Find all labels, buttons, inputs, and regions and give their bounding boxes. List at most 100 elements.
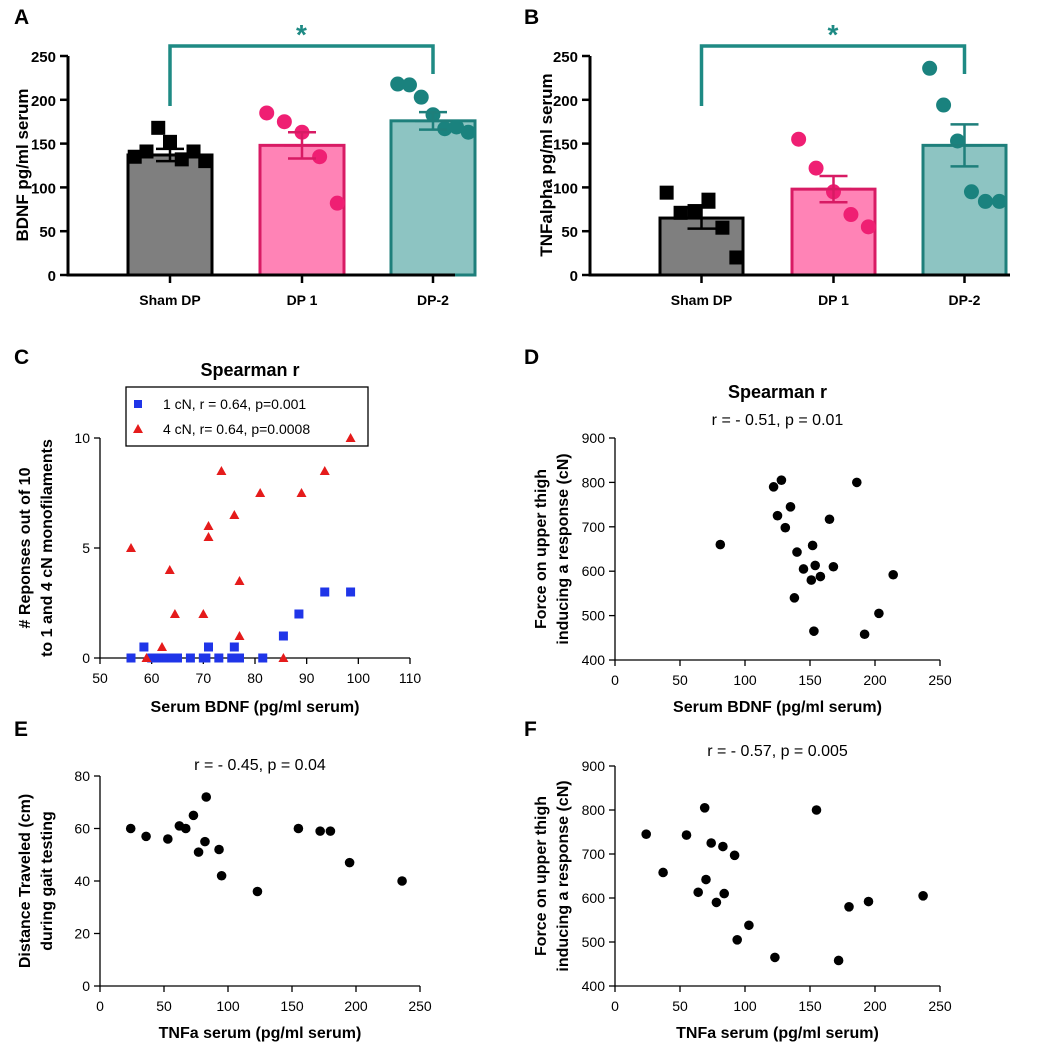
x-category-label: DP 1: [287, 292, 318, 308]
x-tick-label: 0: [611, 672, 619, 688]
panel-letter-e: E: [14, 718, 28, 741]
x-tick-label: 0: [611, 998, 619, 1014]
axis-lines: [99, 438, 410, 659]
data-point-circle: [828, 561, 839, 572]
legend-entry: 1 cN, r = 0.64, p=0.001: [163, 396, 306, 412]
data-point-square: [687, 204, 702, 219]
chart-d: 400 500 600 700 800 900 0 50 100 150 200 250 Serum B…: [582, 382, 952, 716]
data-point-circle: [991, 193, 1007, 209]
data-point-circle: [449, 119, 465, 135]
data-point-circle: [125, 823, 136, 834]
y-tick-label: 50: [39, 224, 56, 241]
data-point-circle: [401, 77, 417, 93]
y-axis-label-line: Force on upper thigh: [533, 796, 550, 956]
y-tick-label: 600: [582, 890, 606, 906]
data-point-circle: [963, 184, 979, 200]
data-point-triangle: [203, 521, 214, 530]
data-point-triangle: [198, 609, 209, 618]
data-point-circle: [791, 131, 807, 147]
chart-title: Spearman r: [200, 360, 299, 380]
y-axis-label-d: Force on upper thigh inducing a response …: [533, 453, 572, 644]
data-point-triangle: [345, 433, 356, 442]
significance-bracket: [168, 44, 435, 106]
data-point-circle: [824, 514, 835, 525]
data-point-circle: [918, 891, 928, 901]
y-axis-label-a: BDNF pg/ml serum: [13, 88, 32, 241]
data-point-triangle: [216, 466, 227, 475]
y-tick-label: 40: [74, 873, 90, 889]
bar-dp-1: [258, 143, 346, 277]
panel-letter-b: B: [524, 6, 539, 29]
x-tick-label: 50: [92, 670, 108, 686]
data-point-square: [659, 185, 674, 200]
data-point-circle: [693, 887, 703, 898]
data-point-square: [715, 220, 730, 235]
data-point-square: [346, 587, 356, 597]
legend: 1 cN, r = 0.64, p=0.001 4 cN, r= 0.64, p=…: [125, 386, 369, 447]
data-point-circle: [276, 114, 292, 130]
data-point-circle: [397, 876, 407, 886]
data-point-square: [294, 609, 304, 619]
x-category-label: DP-2: [949, 292, 981, 308]
data-point-circle: [977, 193, 993, 209]
data-point-circle: [807, 540, 818, 551]
data-point-circle: [888, 569, 898, 580]
data-point-triangle: [255, 488, 266, 497]
error-bar: [946, 123, 983, 168]
data-point-circle: [922, 60, 938, 76]
chart-a: * 0 50 100 150 200 250 Sham DP DP 1 DP-2: [31, 19, 477, 308]
data-point-circle: [701, 874, 711, 885]
x-tick-label: 100: [733, 998, 757, 1014]
data-point-circle: [732, 935, 742, 945]
y-tick-label: 0: [48, 268, 56, 285]
y-tick-label: 150: [31, 137, 56, 154]
data-point-circle: [809, 626, 819, 636]
y-tick-label: 800: [582, 474, 606, 490]
data-point-circle: [293, 823, 304, 834]
data-point-circle: [681, 830, 692, 840]
error-bar: [683, 206, 720, 230]
data-point-square: [235, 653, 244, 663]
data-point-circle: [312, 149, 328, 165]
x-tick-label: 250: [928, 672, 952, 688]
data-point-circle: [413, 89, 429, 105]
data-point-circle: [780, 522, 791, 533]
data-point-circle: [811, 805, 822, 815]
data-point-square: [278, 631, 288, 641]
error-bar: [415, 110, 451, 131]
bar-sham-dp: [126, 153, 214, 277]
data-point-circle: [729, 850, 740, 861]
y-tick-label: 100: [553, 180, 578, 197]
y-axis-label-line: Force on upper thigh: [533, 469, 550, 629]
data-point-circle: [772, 510, 783, 521]
x-axis-label: Serum BDNF (pg/ml serum): [151, 699, 360, 716]
data-point-circle: [815, 571, 826, 582]
chart-f: 400 500 600 700 800 900 0 50 100 150 200 250 TNFa se…: [582, 743, 952, 1042]
data-point-circle: [325, 826, 336, 836]
data-point-circle: [641, 829, 651, 839]
data-point-circle: [711, 897, 722, 908]
y-tick-label: 60: [74, 821, 90, 837]
data-point-square: [204, 642, 213, 652]
y-tick-label: 900: [582, 430, 606, 446]
y-tick-label: 0: [82, 650, 90, 666]
data-point-circle: [789, 593, 800, 603]
data-point-triangle: [141, 653, 152, 662]
data-point-circle: [180, 823, 191, 834]
x-tick-label: 50: [672, 998, 688, 1014]
legend-box: [125, 386, 369, 447]
panel-letter-d: D: [524, 346, 539, 369]
x-tick-label: 200: [863, 672, 887, 688]
data-point-circle: [770, 952, 780, 963]
data-point-circle: [715, 539, 726, 550]
panel-letter-a: A: [14, 6, 29, 29]
data-point-circle: [216, 870, 227, 881]
x-tick-label: 50: [672, 672, 688, 688]
data-point-circle: [718, 841, 728, 852]
data-point-triangle: [319, 466, 330, 475]
data-point-circle: [252, 886, 263, 897]
data-point-triangle: [164, 565, 175, 574]
significance-star: *: [828, 19, 839, 50]
data-point-triangle: [296, 488, 307, 497]
data-point-circle: [163, 834, 173, 844]
